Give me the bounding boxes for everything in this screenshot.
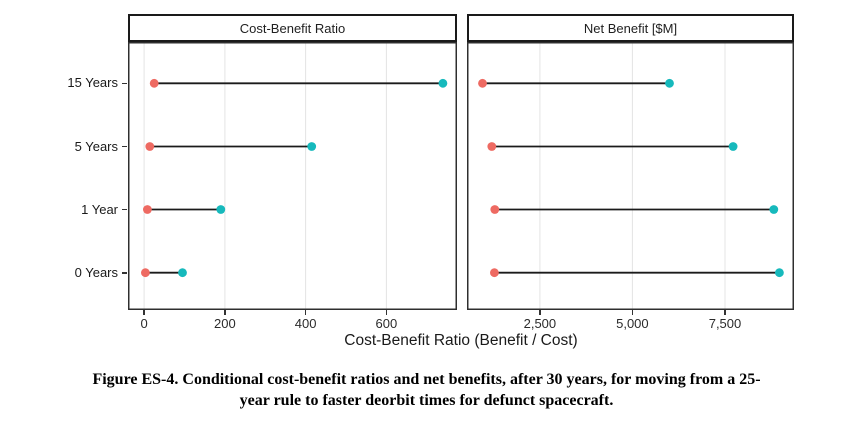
y-axis-labels: 15 Years 5 Years 1 Year 0 Years xyxy=(0,0,130,330)
x-tick-label: 600 xyxy=(375,316,398,331)
high-dot xyxy=(216,205,226,214)
y-tick-mark xyxy=(122,208,127,211)
y-tick-mark xyxy=(122,145,127,148)
y-tick-mark xyxy=(122,272,127,274)
low-dot xyxy=(141,268,150,278)
y-tick-mark xyxy=(122,82,127,84)
panel-canvas xyxy=(128,42,457,310)
panel-header: Net Benefit [$M] xyxy=(467,14,794,42)
x-tick-label: 0 xyxy=(140,316,148,331)
y-tick-label: 5 Years xyxy=(74,138,118,154)
low-dot xyxy=(143,205,152,214)
low-dot xyxy=(490,268,499,278)
panel-canvas xyxy=(467,42,794,310)
x-axis: 2,500 5,000 7,500 xyxy=(467,310,794,336)
low-dot xyxy=(487,142,497,151)
panel-title: Net Benefit [$M] xyxy=(583,20,678,36)
high-dot xyxy=(728,142,738,151)
panel-cost-benefit-ratio: Cost-Benefit Ratio 0 200 400 600 xyxy=(128,14,457,331)
high-dot xyxy=(307,142,317,151)
panel-border xyxy=(128,42,457,310)
panel-header: Cost-Benefit Ratio xyxy=(128,14,457,42)
low-dot xyxy=(145,142,155,151)
y-tick-label: 0 Years xyxy=(74,264,118,280)
x-tick-mark xyxy=(724,310,726,315)
panel-plot xyxy=(467,42,794,310)
panel-plot xyxy=(128,42,457,310)
x-tick-mark xyxy=(539,310,541,315)
low-dot xyxy=(478,78,487,88)
y-tick-label: 15 Years xyxy=(67,75,118,91)
x-tick-mark xyxy=(224,310,226,315)
figure-caption: Figure ES-4. Conditional cost-benefit ra… xyxy=(0,369,853,411)
caption-line-2: year rule to faster deorbit times for de… xyxy=(239,392,614,409)
y-tick-label: 1 Year xyxy=(81,201,118,217)
high-dot xyxy=(665,78,674,88)
high-dot xyxy=(775,268,784,278)
x-tick-label: 5,000 xyxy=(616,316,649,331)
x-tick-label: 2,500 xyxy=(523,316,557,331)
x-tick-mark xyxy=(143,310,145,315)
x-tick-label: 200 xyxy=(214,316,236,331)
high-dot xyxy=(769,205,779,214)
caption-line-1: Figure ES-4. Conditional cost-benefit ra… xyxy=(92,371,761,388)
x-tick-mark xyxy=(385,310,388,315)
x-tick-label: 7,500 xyxy=(708,316,742,331)
x-tick-mark xyxy=(304,310,307,315)
high-dot xyxy=(438,78,448,88)
x-tick-mark xyxy=(631,310,634,315)
panel-title: Cost-Benefit Ratio xyxy=(239,20,346,36)
panel-net-benefit: Net Benefit [$M] 2,500 5,000 7,500 xyxy=(467,14,794,331)
x-tick-label: 400 xyxy=(294,316,317,331)
panel-border xyxy=(467,42,794,310)
x-axis-title: Cost-Benefit Ratio (Benefit / Cost) xyxy=(344,332,578,349)
low-dot xyxy=(149,78,159,88)
low-dot xyxy=(490,205,500,214)
x-axis: 0 200 400 600 xyxy=(128,310,457,336)
high-dot xyxy=(178,268,187,278)
